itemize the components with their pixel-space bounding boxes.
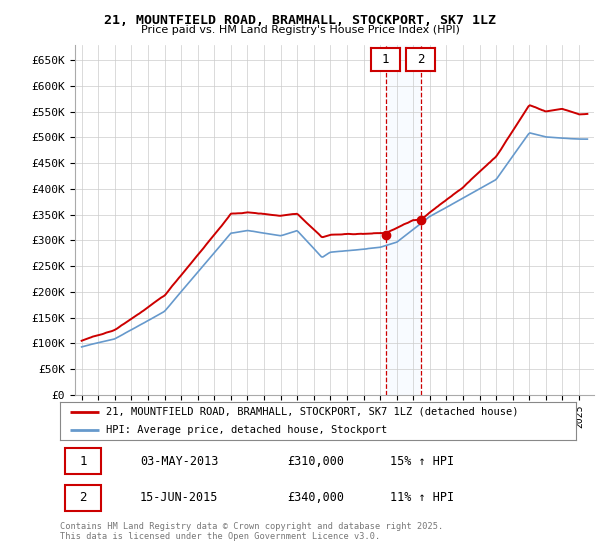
FancyBboxPatch shape [65,448,101,474]
Text: £340,000: £340,000 [287,491,344,504]
Text: 03-MAY-2013: 03-MAY-2013 [140,455,218,468]
Text: Contains HM Land Registry data © Crown copyright and database right 2025.
This d: Contains HM Land Registry data © Crown c… [60,522,443,542]
Text: 21, MOUNTFIELD ROAD, BRAMHALL, STOCKPORT, SK7 1LZ: 21, MOUNTFIELD ROAD, BRAMHALL, STOCKPORT… [104,14,496,27]
Text: HPI: Average price, detached house, Stockport: HPI: Average price, detached house, Stoc… [106,425,388,435]
Text: Price paid vs. HM Land Registry's House Price Index (HPI): Price paid vs. HM Land Registry's House … [140,25,460,35]
Bar [386,45,421,395]
Text: 11% ↑ HPI: 11% ↑ HPI [390,491,454,504]
Text: 2: 2 [79,491,87,504]
Text: £310,000: £310,000 [287,455,344,468]
Text: 1: 1 [79,455,87,468]
Text: 15% ↑ HPI: 15% ↑ HPI [390,455,454,468]
Text: 1: 1 [382,53,389,66]
Text: 2: 2 [417,53,425,66]
FancyBboxPatch shape [65,484,101,511]
Text: 15-JUN-2015: 15-JUN-2015 [140,491,218,504]
Text: 21, MOUNTFIELD ROAD, BRAMHALL, STOCKPORT, SK7 1LZ (detached house): 21, MOUNTFIELD ROAD, BRAMHALL, STOCKPORT… [106,407,519,417]
